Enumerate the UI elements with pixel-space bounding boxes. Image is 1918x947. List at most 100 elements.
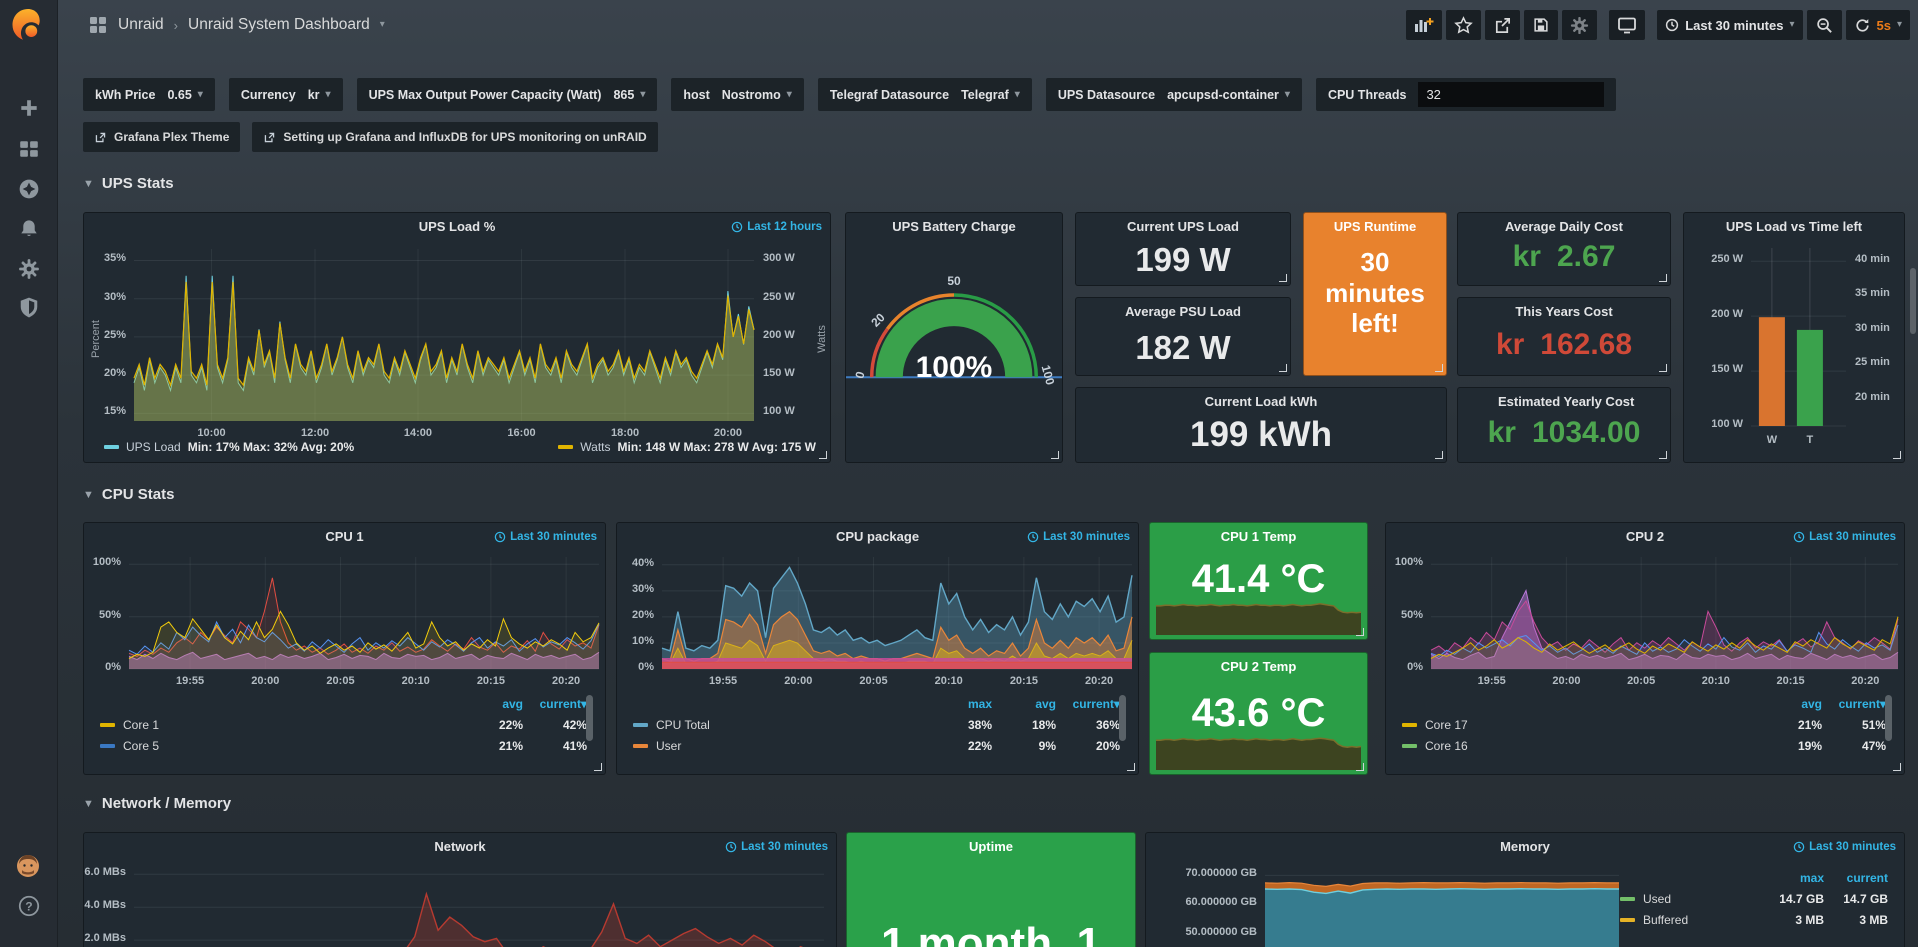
- cpu-package-chart[interactable]: 0%10%20%30%40%19:5520:0020:0520:1020:152…: [662, 557, 1132, 669]
- legend-sort-current[interactable]: current▾: [1822, 697, 1886, 711]
- tick-label: 100 W: [1671, 418, 1743, 430]
- panel-resize-handle[interactable]: [594, 763, 602, 771]
- cpu2-chart[interactable]: 0%50%100%19:5520:0020:0520:1020:1520:20: [1431, 557, 1898, 669]
- cycle-view-button[interactable]: [1609, 10, 1645, 40]
- link-ups-monitoring-guide[interactable]: Setting up Grafana and InfluxDB for UPS …: [252, 122, 657, 152]
- legend-item[interactable]: WattsMin: 148 W Max: 278 W Avg: 175 W: [558, 440, 816, 454]
- panel-time-override[interactable]: Last 30 minutes: [1027, 531, 1130, 543]
- panel-cpu1-temp: CPU 1 Temp 41.4 °C: [1149, 522, 1368, 640]
- legend-scrollbar[interactable]: [1885, 695, 1892, 741]
- chevron-down-icon[interactable]: ▾: [380, 20, 385, 30]
- add-panel-button[interactable]: [1406, 10, 1442, 40]
- network-chart[interactable]: 2.0 MBs4.0 MBs6.0 MBs: [134, 857, 824, 947]
- panel-resize-handle[interactable]: [1435, 451, 1443, 459]
- legend-sort-max[interactable]: max: [928, 697, 992, 711]
- plus-icon[interactable]: [18, 97, 40, 119]
- legend-sort-max[interactable]: max: [1760, 871, 1824, 885]
- panel-resize-handle[interactable]: [1659, 274, 1667, 282]
- ups-load-chart[interactable]: 15%20%25%30%35%100 W150 W200 W250 W300 W…: [134, 249, 754, 421]
- panel-title[interactable]: Estimated Yearly Cost: [1498, 394, 1630, 409]
- dashboards-icon[interactable]: [18, 138, 40, 160]
- panel-time-override[interactable]: Last 30 minutes: [1793, 531, 1896, 543]
- server-admin-shield-icon[interactable]: [18, 296, 40, 318]
- panel-resize-handle[interactable]: [819, 451, 827, 459]
- variable-host[interactable]: hostNostromo▾: [671, 78, 803, 111]
- refresh-button[interactable]: 5s ▾: [1846, 10, 1911, 40]
- legend-sort-current[interactable]: current: [1824, 871, 1888, 885]
- explore-compass-icon[interactable]: [18, 178, 40, 200]
- panel-resize-handle[interactable]: [1279, 274, 1287, 282]
- panel-resize-handle[interactable]: [1051, 451, 1059, 459]
- panel-title[interactable]: Current UPS Load: [1116, 219, 1250, 234]
- page-title[interactable]: Unraid System Dashboard: [188, 16, 370, 34]
- tick-label: 25 min: [1855, 356, 1918, 368]
- panel-resize-handle[interactable]: [1893, 763, 1901, 771]
- alerting-bell-icon[interactable]: [18, 218, 40, 240]
- memory-chart[interactable]: 50.000000 GB60.000000 GB70.000000 GB: [1265, 871, 1619, 947]
- panel-resize-handle[interactable]: [1893, 451, 1901, 459]
- time-range-picker[interactable]: Last 30 minutes ▾: [1657, 10, 1802, 40]
- panel-title[interactable]: UPS Load %: [124, 219, 790, 234]
- panel-title[interactable]: CPU 2 Temp: [1190, 659, 1327, 674]
- configuration-gear-icon[interactable]: [18, 258, 40, 280]
- legend-sort-avg[interactable]: avg: [459, 697, 523, 711]
- section-ups-stats[interactable]: ▼UPS Stats: [83, 175, 174, 192]
- panel-title[interactable]: Average PSU Load: [1116, 304, 1250, 319]
- dashboard-settings-button[interactable]: [1562, 10, 1597, 40]
- ups-bar-chart[interactable]: WT100 W150 W200 W250 W20 min25 min30 min…: [1751, 248, 1846, 426]
- cpu1-chart[interactable]: 0%50%100%19:5520:0020:0520:1020:1520:20: [129, 557, 599, 669]
- stat-value: kr1034.00: [1458, 416, 1670, 450]
- panel-resize-handle[interactable]: [1127, 763, 1135, 771]
- link-grafana-plex-theme[interactable]: Grafana Plex Theme: [83, 122, 240, 152]
- panel-time-override[interactable]: Last 30 minutes: [1793, 841, 1896, 853]
- help-icon[interactable]: ?: [18, 895, 40, 917]
- panel-title[interactable]: UPS Load vs Time left: [1692, 219, 1896, 234]
- panel-title[interactable]: This Years Cost: [1498, 304, 1630, 319]
- page-scrollbar[interactable]: [1910, 268, 1916, 334]
- legend-sort-avg[interactable]: avg: [992, 697, 1056, 711]
- star-button[interactable]: [1446, 10, 1481, 40]
- legend-item[interactable]: UPS LoadMin: 17% Max: 32% Avg: 20%: [104, 440, 354, 454]
- panel-title[interactable]: Memory: [1186, 839, 1864, 854]
- panel-resize-handle[interactable]: [1356, 763, 1364, 771]
- panel-title[interactable]: Uptime: [887, 839, 1095, 854]
- tick-label: 20:00: [694, 427, 762, 439]
- variable-telegraf-datasource[interactable]: Telegraf DatasourceTelegraf▾: [818, 78, 1032, 111]
- legend-sort-current[interactable]: current▾: [523, 697, 587, 711]
- panel-title[interactable]: Current Load kWh: [1116, 394, 1406, 409]
- variable-ups-max-output[interactable]: UPS Max Output Power Capacity (Watt)865▾: [357, 78, 658, 111]
- legend-sort-avg[interactable]: avg: [1758, 697, 1822, 711]
- user-avatar[interactable]: [14, 852, 42, 880]
- variable-ups-datasource[interactable]: UPS Datasourceapcupsd-container▾: [1046, 78, 1302, 111]
- panel-resize-handle[interactable]: [1279, 364, 1287, 372]
- legend-row: Core 1619%47%: [1402, 735, 1886, 756]
- panel-resize-handle[interactable]: [1659, 364, 1667, 372]
- panel-time-override[interactable]: Last 12 hours: [731, 221, 822, 233]
- panel-title[interactable]: Average Daily Cost: [1498, 219, 1630, 234]
- panel-title[interactable]: CPU 1 Temp: [1190, 529, 1327, 544]
- cpu-threads-input[interactable]: [1418, 82, 1604, 107]
- breadcrumb-root[interactable]: Unraid: [118, 16, 164, 34]
- panel-resize-handle[interactable]: [1356, 628, 1364, 636]
- panel-resize-handle[interactable]: [1659, 451, 1667, 459]
- panel-resize-handle[interactable]: [1435, 364, 1443, 372]
- section-network-memory[interactable]: ▼Network / Memory: [83, 795, 231, 812]
- legend-sort-current[interactable]: current▾: [1056, 697, 1120, 711]
- chevron-down-icon: ▾: [1285, 90, 1290, 100]
- panel-title[interactable]: Network: [124, 839, 796, 854]
- panel-time-override[interactable]: Last 30 minutes: [494, 531, 597, 543]
- panel-time-override[interactable]: Last 30 minutes: [725, 841, 828, 853]
- legend-scrollbar[interactable]: [1119, 695, 1126, 741]
- legend-scrollbar[interactable]: [586, 695, 593, 741]
- zoom-out-button[interactable]: [1807, 10, 1842, 40]
- variable-currency[interactable]: Currencykr▾: [229, 78, 343, 111]
- panel-title[interactable]: UPS Runtime: [1310, 219, 1440, 234]
- save-button[interactable]: [1524, 10, 1558, 40]
- grafana-logo-icon[interactable]: [9, 6, 47, 44]
- share-button[interactable]: [1485, 10, 1520, 40]
- chevron-down-icon: ▼: [83, 178, 94, 190]
- section-cpu-stats[interactable]: ▼CPU Stats: [83, 486, 174, 503]
- variable-kwh-price[interactable]: kWh Price0.65▾: [83, 78, 215, 111]
- dashboards-grid-icon[interactable]: [88, 15, 108, 35]
- stat-value: 43.6 °C: [1150, 691, 1367, 736]
